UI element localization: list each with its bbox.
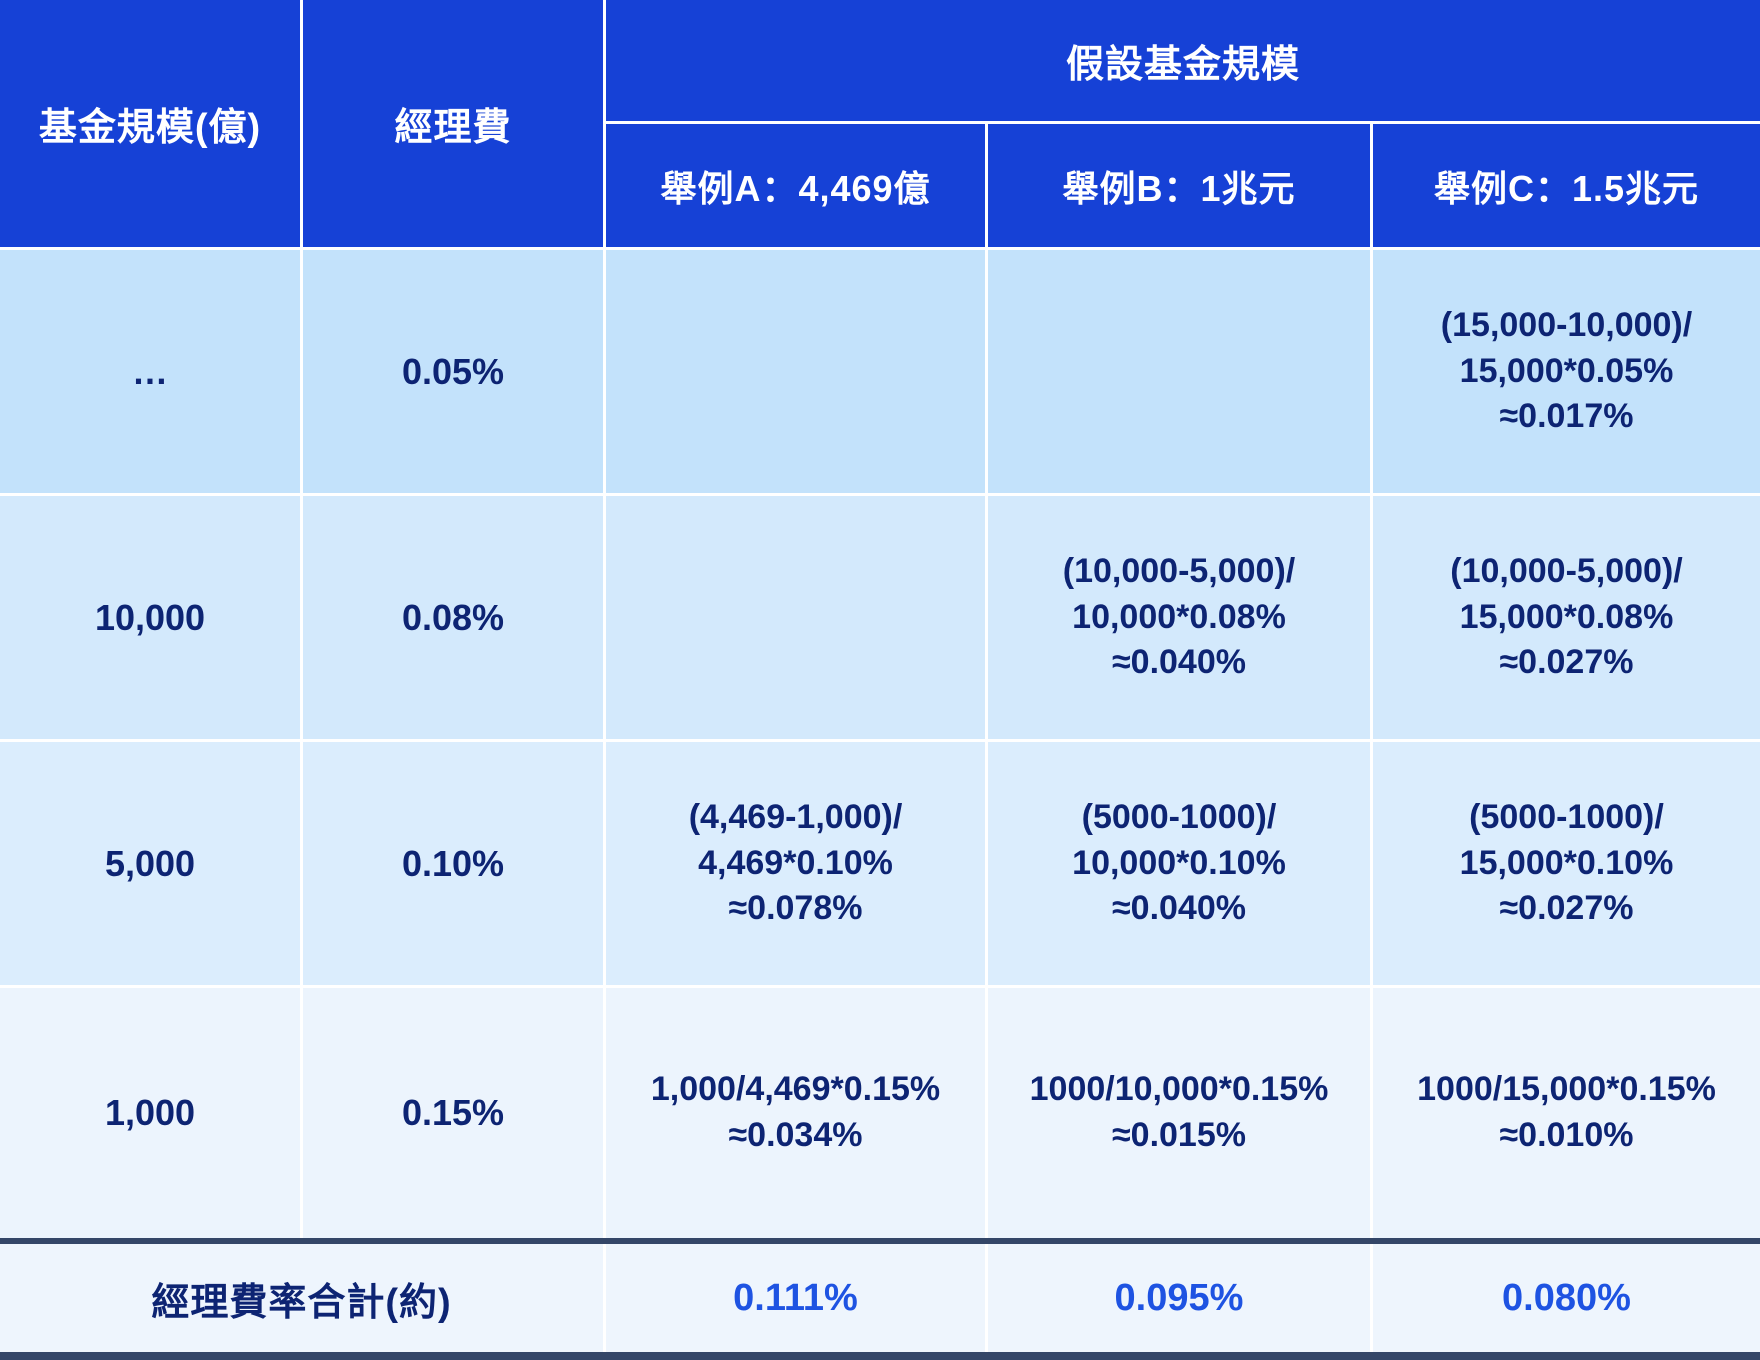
header-example-a-cell: 舉例A：4,469億: [606, 124, 988, 250]
row1-fund-size: …: [0, 250, 303, 496]
row1-example-b: [988, 250, 1373, 496]
row2-example-b: (10,000-5,000)/ 10,000*0.08% ≈0.040%: [988, 496, 1373, 742]
row1-fee: 0.05%: [303, 250, 606, 496]
row3-example-c: (5000-1000)/ 15,000*0.10% ≈0.027%: [1373, 742, 1760, 988]
row4-fund-size: 1,000: [0, 988, 303, 1238]
bottom-border-bar: [0, 1352, 1760, 1360]
row3-example-b: (5000-1000)/ 10,000*0.10% ≈0.040%: [988, 742, 1373, 988]
row4-example-b: 1000/10,000*0.15% ≈0.015%: [988, 988, 1373, 1238]
row4-example-a: 1,000/4,469*0.15% ≈0.034%: [606, 988, 988, 1238]
row1-example-a: [606, 250, 988, 496]
row3-example-a: (4,469-1,000)/ 4,469*0.10% ≈0.078%: [606, 742, 988, 988]
row4-fee: 0.15%: [303, 988, 606, 1238]
row4-example-c: 1000/15,000*0.15% ≈0.010%: [1373, 988, 1760, 1238]
header-assumed-fund-size-cell: 假設基金規模: [606, 0, 1760, 124]
header-example-c-cell: 舉例C：1.5兆元: [1373, 124, 1760, 250]
footer-divider-bar: [0, 1238, 1760, 1244]
row2-example-a: [606, 496, 988, 742]
footer-total-a: 0.111%: [606, 1244, 988, 1352]
row3-fee: 0.10%: [303, 742, 606, 988]
header-fee-cell: 經理費: [303, 0, 606, 250]
footer-total-b: 0.095%: [988, 1244, 1373, 1352]
row2-fee: 0.08%: [303, 496, 606, 742]
footer-label-cell: 經理費率合計(約): [0, 1244, 606, 1352]
footer-total-c: 0.080%: [1373, 1244, 1760, 1352]
header-fund-size-cell: 基金規模(億): [0, 0, 303, 250]
row3-fund-size: 5,000: [0, 742, 303, 988]
header-example-b-cell: 舉例B：1兆元: [988, 124, 1373, 250]
row2-fund-size: 10,000: [0, 496, 303, 742]
row2-example-c: (10,000-5,000)/ 15,000*0.08% ≈0.027%: [1373, 496, 1760, 742]
row1-example-c: (15,000-10,000)/ 15,000*0.05% ≈0.017%: [1373, 250, 1760, 496]
